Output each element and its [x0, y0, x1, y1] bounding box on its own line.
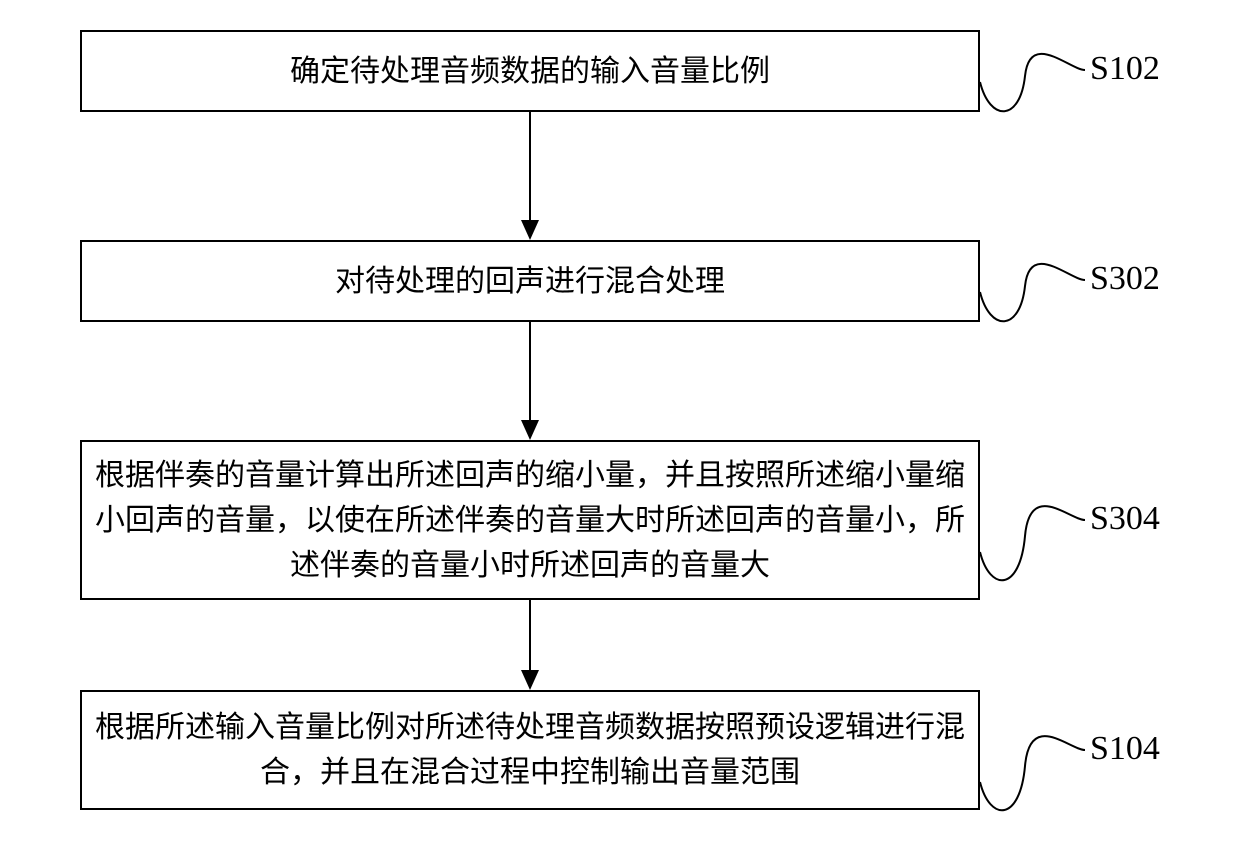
connectors-svg: [0, 0, 1240, 846]
flowchart-canvas: 确定待处理音频数据的输入音量比例 对待处理的回声进行混合处理 根据伴奏的音量计算…: [0, 0, 1240, 846]
